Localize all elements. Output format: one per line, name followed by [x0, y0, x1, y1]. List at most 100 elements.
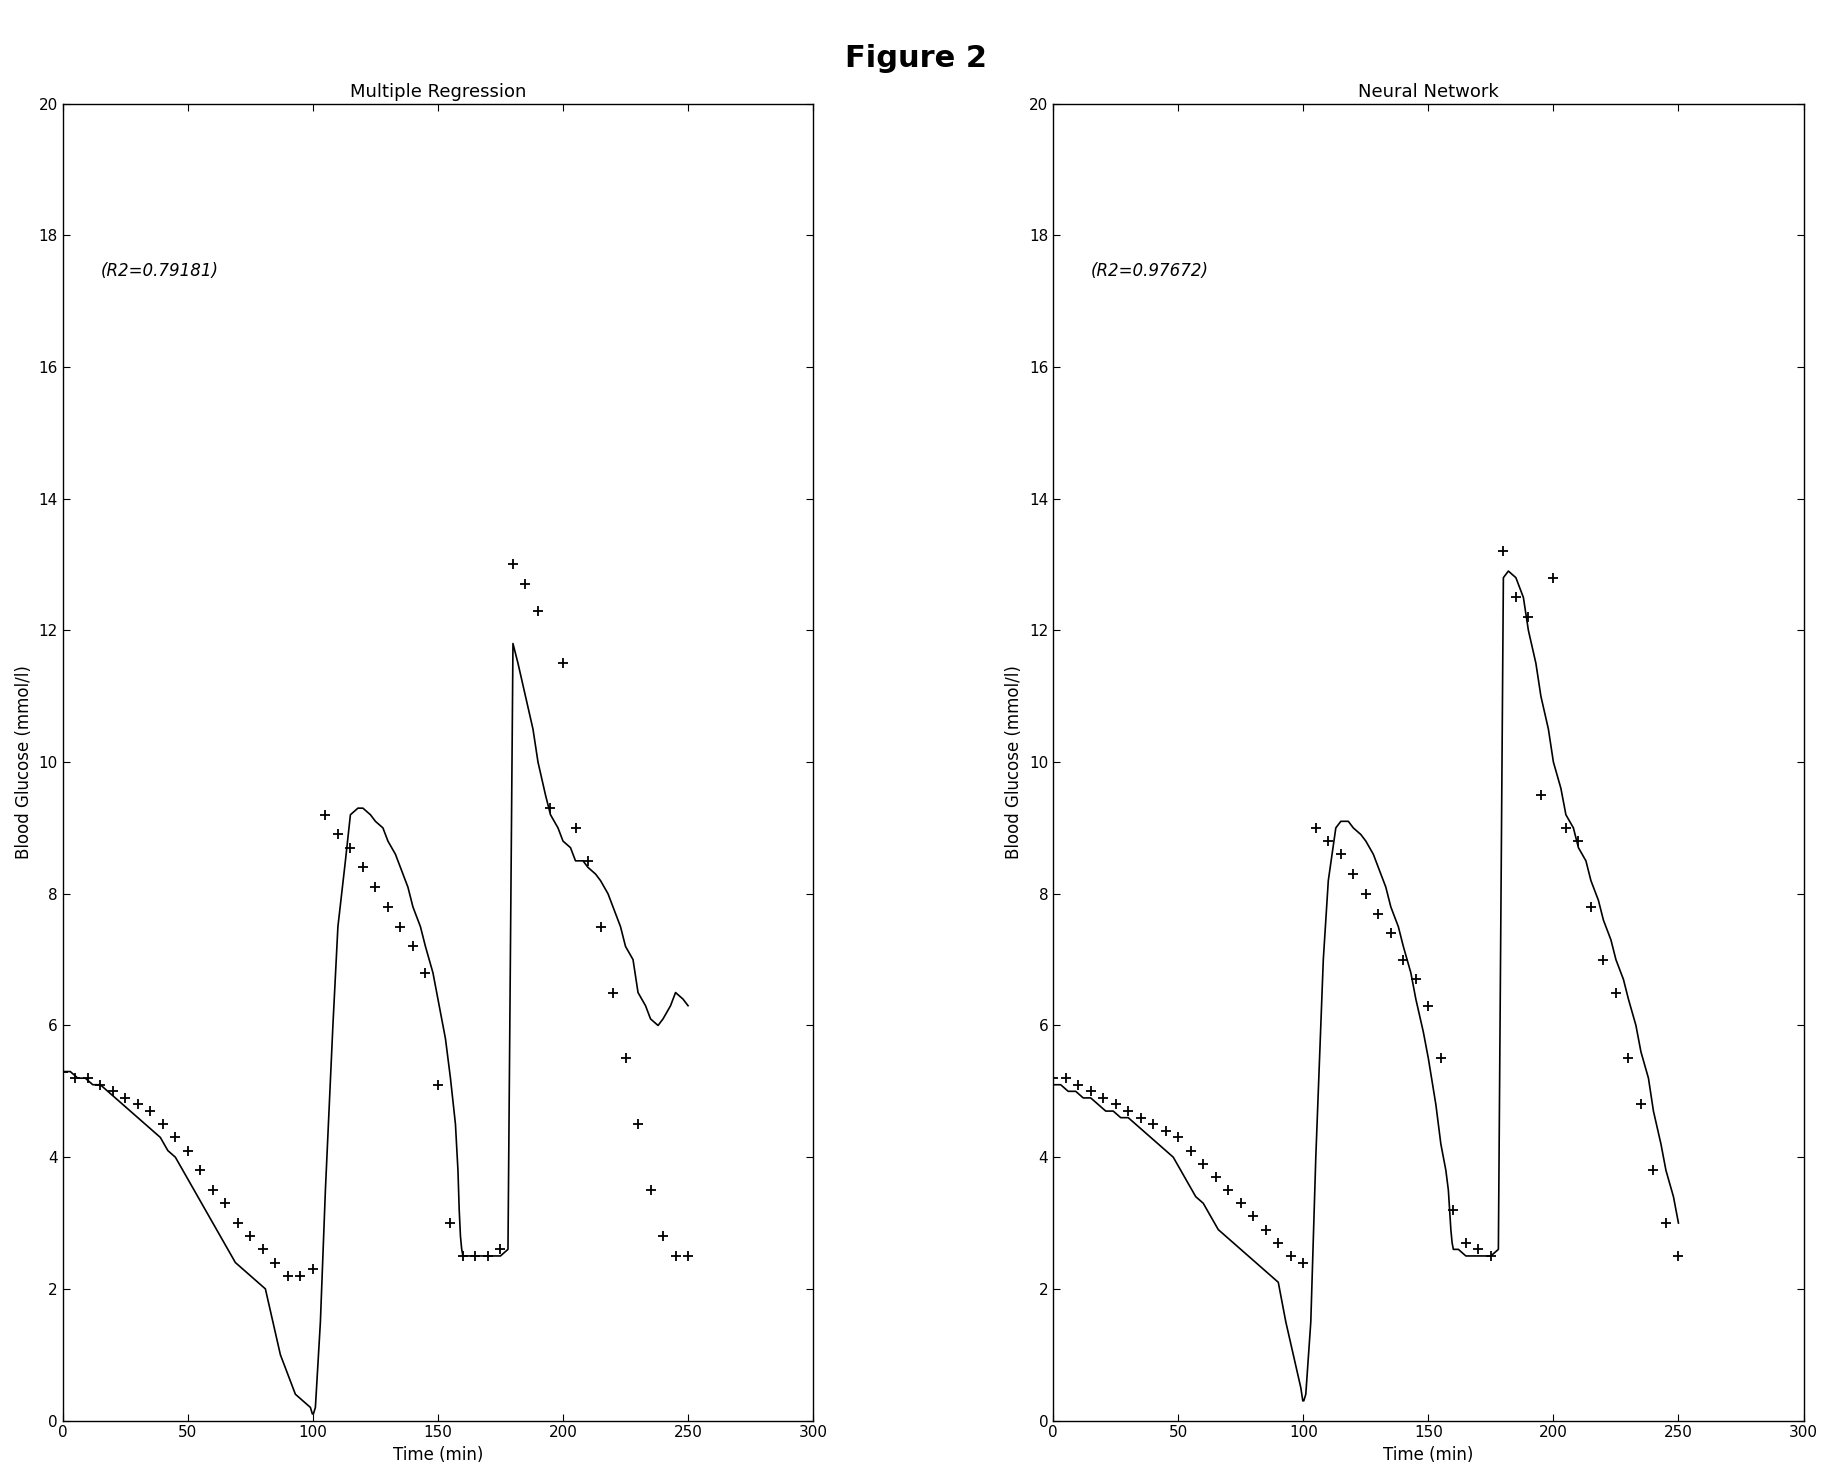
Point	[123, 1093, 152, 1117]
Point	[1576, 895, 1605, 918]
Point	[1226, 1192, 1255, 1216]
Point	[1601, 981, 1630, 1004]
Point	[211, 1192, 240, 1216]
Point	[1150, 1120, 1180, 1143]
Point	[161, 1126, 191, 1149]
Point	[586, 916, 616, 939]
Point	[511, 572, 540, 596]
Point	[311, 803, 341, 827]
Point	[1101, 1093, 1130, 1117]
Point	[436, 1211, 465, 1235]
Point	[48, 1060, 77, 1084]
Point	[1376, 921, 1405, 945]
Point	[1088, 1086, 1118, 1109]
Point	[361, 876, 390, 899]
Point	[322, 822, 352, 846]
Point	[423, 1072, 453, 1096]
Point	[1537, 566, 1566, 590]
Point	[1314, 830, 1343, 853]
Point	[136, 1099, 165, 1123]
Y-axis label: Blood Glucose (mmol/l): Blood Glucose (mmol/l)	[1006, 666, 1022, 859]
Point	[623, 1112, 652, 1136]
Title: Multiple Regression: Multiple Regression	[350, 83, 526, 101]
Point	[1612, 1047, 1641, 1071]
Point	[1238, 1204, 1268, 1228]
Point	[1400, 967, 1429, 991]
Point	[247, 1238, 277, 1262]
Point	[185, 1158, 214, 1182]
Point	[636, 1179, 665, 1202]
Point	[348, 855, 377, 879]
Point	[1114, 1099, 1143, 1123]
Point	[1475, 1244, 1504, 1268]
Point	[374, 895, 403, 918]
Point	[1176, 1139, 1205, 1162]
Point	[548, 651, 577, 674]
Point	[1425, 1047, 1455, 1071]
Point	[1125, 1106, 1154, 1130]
Point	[86, 1072, 115, 1096]
Point	[110, 1086, 139, 1109]
Point	[1563, 830, 1592, 853]
Point	[224, 1211, 253, 1235]
Point	[1213, 1179, 1242, 1202]
Point	[1325, 843, 1354, 867]
Point	[1187, 1152, 1216, 1176]
Point	[561, 816, 590, 840]
Point	[485, 1238, 515, 1262]
Point	[1464, 1238, 1493, 1262]
X-axis label: Time (min): Time (min)	[1383, 1446, 1473, 1464]
Y-axis label: Blood Glucose (mmol/l): Blood Glucose (mmol/l)	[15, 666, 33, 859]
Point	[60, 1066, 90, 1090]
Point	[1663, 1244, 1693, 1268]
Point	[1412, 994, 1442, 1018]
Point	[1550, 816, 1579, 840]
Point	[198, 1179, 227, 1202]
Point	[449, 1244, 478, 1268]
Point	[1438, 1198, 1467, 1222]
Point	[1451, 1231, 1480, 1254]
Point	[1638, 1158, 1667, 1182]
Point	[1526, 784, 1555, 808]
X-axis label: Time (min): Time (min)	[392, 1446, 484, 1464]
Point	[1200, 1165, 1229, 1189]
Point	[172, 1139, 202, 1162]
Point	[1262, 1231, 1292, 1254]
Point	[473, 1244, 502, 1268]
Point	[1500, 586, 1530, 609]
Point	[1138, 1112, 1167, 1136]
Point	[335, 836, 365, 859]
Point	[460, 1244, 489, 1268]
Point	[148, 1112, 178, 1136]
Point	[1063, 1072, 1092, 1096]
Point	[535, 796, 564, 819]
Point	[1050, 1066, 1079, 1090]
Point	[1363, 902, 1392, 926]
Point	[1625, 1093, 1654, 1117]
Point	[661, 1244, 691, 1268]
Point	[1163, 1126, 1193, 1149]
Text: (R2=0.79181): (R2=0.79181)	[101, 262, 218, 280]
Point	[610, 1047, 639, 1071]
Point	[1075, 1080, 1105, 1103]
Point	[1651, 1211, 1680, 1235]
Text: Figure 2: Figure 2	[845, 44, 987, 74]
Point	[385, 916, 414, 939]
Point	[597, 981, 627, 1004]
Point	[1337, 862, 1367, 886]
Point	[73, 1066, 103, 1090]
Text: (R2=0.97672): (R2=0.97672)	[1090, 262, 1207, 280]
Point	[286, 1265, 315, 1288]
Point	[273, 1265, 302, 1288]
Point	[649, 1225, 678, 1248]
Point	[1513, 605, 1543, 629]
Title: Neural Network: Neural Network	[1358, 83, 1499, 101]
Point	[1588, 948, 1618, 972]
Point	[410, 961, 440, 985]
Point	[260, 1251, 289, 1275]
Point	[398, 935, 427, 958]
Point	[573, 849, 603, 873]
Point	[1288, 1251, 1317, 1275]
Point	[522, 599, 551, 623]
Point	[1301, 816, 1330, 840]
